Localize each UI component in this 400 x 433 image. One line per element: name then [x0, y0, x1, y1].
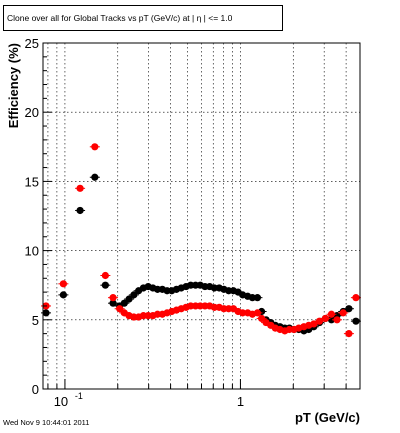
grid — [43, 43, 360, 389]
series-0 — [40, 173, 361, 335]
data-point — [248, 294, 257, 302]
data-point — [315, 317, 324, 325]
data-point — [109, 294, 117, 302]
data-point — [321, 314, 330, 323]
y-tick-label: 25 — [25, 36, 39, 51]
footer-timestamp: Wed Nov 9 10:44:01 2011 — [3, 418, 90, 427]
data-point — [101, 271, 109, 280]
data-point — [76, 184, 84, 192]
data-point — [333, 316, 341, 324]
data-point — [91, 143, 99, 151]
data-point — [352, 294, 360, 302]
axis-ticks — [43, 42, 347, 390]
data-point — [130, 291, 138, 299]
data-point — [59, 291, 67, 299]
x-axis-label: pT (GeV/c) — [295, 410, 360, 425]
data-point — [120, 299, 128, 307]
data-point — [42, 309, 50, 317]
data-point — [345, 305, 353, 313]
data-point — [59, 280, 67, 288]
data-point — [125, 295, 133, 303]
x-tick-label: 1 — [237, 394, 244, 409]
data-point — [352, 317, 360, 325]
data-series — [40, 143, 361, 338]
data-point — [339, 309, 347, 317]
data-point — [116, 305, 124, 313]
y-axis-label: Efficiency (%) — [6, 43, 21, 128]
axis-labels: 0 5 10 15 20 25 10 -1 1 — [25, 36, 245, 409]
data-point — [76, 206, 84, 215]
data-point — [310, 320, 318, 328]
y-tick-label: 5 — [32, 313, 39, 328]
series-1 — [40, 143, 361, 338]
data-point — [91, 173, 99, 181]
data-point — [109, 299, 117, 307]
y-tick-label: 10 — [25, 244, 39, 259]
x-tick-label-exponent: -1 — [75, 391, 83, 401]
y-tick-label: 0 — [32, 382, 39, 397]
data-point — [253, 309, 262, 317]
y-tick-label: 20 — [25, 105, 39, 120]
data-point — [327, 310, 336, 318]
chart-title: Clone over all for Global Tracks vs pT (… — [3, 5, 283, 31]
y-tick-label: 15 — [25, 174, 39, 189]
data-point — [239, 309, 247, 317]
x-tick-label: 10 — [54, 394, 68, 409]
data-point — [101, 281, 109, 289]
data-point — [345, 330, 353, 338]
data-point — [253, 294, 262, 302]
